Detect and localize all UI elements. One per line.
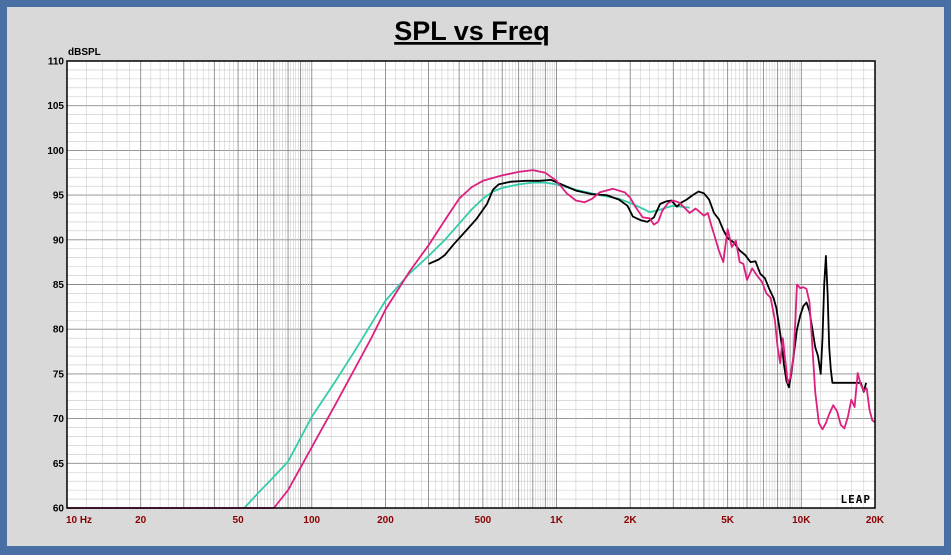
x-tick-label: 100 <box>303 515 320 526</box>
plot-border <box>66 60 876 509</box>
x-tick-label: 500 <box>475 515 492 526</box>
x-tick-label: 20K <box>866 515 885 526</box>
y-tick-label: 95 <box>53 191 65 202</box>
x-tick-label: 20 <box>135 515 147 526</box>
x-ticks: 10 Hz 20 50 100 200 500 1K 2K 5K 10K 20K <box>66 515 885 526</box>
chart-title: SPL vs Freq <box>394 16 550 46</box>
grid-lines <box>67 61 875 508</box>
x-tick-label: 2K <box>624 515 638 526</box>
series-line-3 <box>67 169 876 509</box>
leap-logo: LEAP <box>841 493 872 506</box>
x-tick-label: 1K <box>550 515 564 526</box>
y-tick-label: 90 <box>53 235 65 246</box>
y-tick-label: 100 <box>47 146 64 157</box>
y-tick-label: 105 <box>47 101 64 112</box>
y-tick-label: 70 <box>53 414 65 425</box>
x-tick-label: 10K <box>792 515 811 526</box>
y-tick-label: 60 <box>53 504 65 515</box>
x-tick-label: 10 Hz <box>66 515 92 526</box>
y-tick-label: 80 <box>53 325 65 336</box>
y-ticks: 60 65 70 75 80 85 90 95 100 105 110 <box>47 57 64 515</box>
series-group <box>67 169 876 509</box>
y-tick-label: 85 <box>53 280 65 291</box>
y-axis-label: dBSPL <box>68 47 101 58</box>
x-tick-label: 5K <box>721 515 735 526</box>
y-tick-label: 65 <box>53 459 65 470</box>
y-tick-label: 110 <box>48 57 65 68</box>
y-tick-label: 75 <box>53 369 65 380</box>
x-tick-label: 200 <box>377 515 394 526</box>
x-tick-label: 50 <box>233 515 245 526</box>
